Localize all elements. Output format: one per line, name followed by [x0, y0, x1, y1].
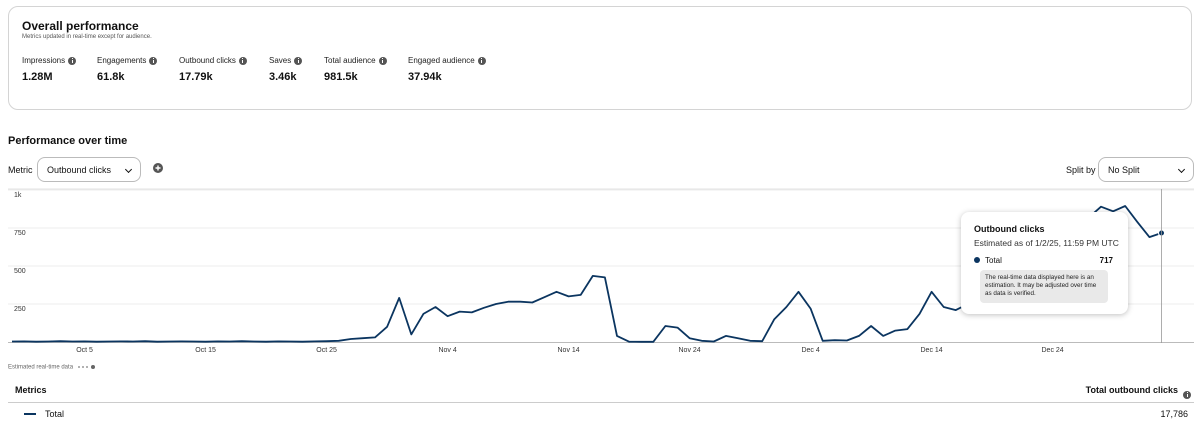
tooltip-value: 717 — [1099, 256, 1113, 265]
info-icon[interactable] — [238, 56, 247, 65]
x-tick-label: Dec 4 — [801, 347, 819, 354]
x-tick-label: Dec 14 — [921, 347, 943, 354]
metric-value: 37.94k — [408, 71, 442, 83]
split-select-value: No Split — [1108, 165, 1140, 175]
info-icon[interactable] — [477, 56, 486, 65]
metric-label: Engaged audience — [408, 56, 486, 65]
estimate-note: Estimated real-time data — [8, 364, 96, 371]
tooltip-subtitle: Estimated as of 1/2/25, 11:59 PM UTC — [974, 238, 1119, 248]
metric-select[interactable]: Outbound clicks — [37, 157, 141, 182]
overall-subtitle: Metrics updated in real-time except for … — [22, 34, 152, 40]
x-tick-label: Dec 24 — [1042, 347, 1064, 354]
x-tick-label: Oct 5 — [76, 347, 93, 354]
info-icon[interactable] — [378, 56, 387, 65]
metric-label: Metric — [8, 165, 33, 175]
row-value: 17,786 — [1160, 409, 1188, 419]
x-tick-label: Oct 25 — [316, 347, 337, 354]
metric-label-text: Engaged audience — [408, 56, 475, 65]
metric-label: Total audience — [324, 56, 387, 65]
metric-label-text: Impressions — [22, 56, 66, 65]
x-tick-label: Nov 4 — [438, 347, 456, 354]
tooltip: Outbound clicks Estimated as of 1/2/25, … — [961, 212, 1128, 314]
row-legend-swatch — [24, 413, 36, 415]
metric-label: Outbound clicks — [179, 56, 247, 65]
overall-card — [8, 6, 1192, 110]
split-select[interactable]: No Split — [1098, 157, 1194, 182]
split-label: Split by — [1066, 165, 1096, 175]
x-tick-label: Oct 15 — [195, 347, 216, 354]
info-icon[interactable] — [149, 56, 158, 65]
metric-select-value: Outbound clicks — [47, 165, 112, 175]
metric-value: 61.8k — [97, 71, 125, 83]
metric-label-text: Engagements — [97, 56, 147, 65]
estimate-note-text: Estimated real-time data — [8, 364, 74, 371]
tooltip-series: Total — [985, 256, 1002, 265]
y-tick-label: 250 — [14, 306, 26, 313]
tooltip-dot — [974, 257, 980, 263]
info-icon[interactable] — [294, 56, 303, 65]
table-divider — [8, 402, 1194, 403]
info-icon[interactable] — [68, 56, 77, 65]
metric-label-text: Total audience — [324, 56, 376, 65]
add-metric-button[interactable] — [152, 162, 164, 174]
info-icon[interactable] — [1183, 390, 1191, 399]
y-tick-label: 500 — [14, 268, 26, 275]
metric-label: Impressions — [22, 56, 77, 65]
metric-label-text: Saves — [269, 56, 292, 65]
x-tick-label: Nov 24 — [679, 347, 701, 354]
metric-label: Saves — [269, 56, 303, 65]
row-label: Total — [45, 409, 65, 419]
overall-title: Overall performance — [22, 19, 139, 33]
x-tick-label: Nov 14 — [558, 347, 580, 354]
metric-label-text: Outbound clicks — [179, 56, 236, 65]
y-tick-label: 1k — [14, 192, 22, 199]
metric-value: 1.28M — [22, 71, 53, 83]
table-header-metrics: Metrics — [15, 385, 47, 395]
estimate-legend-icon — [77, 365, 95, 369]
tooltip-note: The real-time data displayed here is an … — [980, 270, 1108, 303]
section-title: Performance over time — [8, 135, 128, 147]
y-tick-label: 750 — [14, 230, 26, 237]
tooltip-title: Outbound clicks — [974, 224, 1045, 234]
metric-value: 17.79k — [179, 71, 213, 83]
table-header-total: Total outbound clicks — [1085, 385, 1178, 395]
metric-value: 3.46k — [269, 71, 297, 83]
metric-value: 981.5k — [324, 71, 358, 83]
metric-label: Engagements — [97, 56, 158, 65]
